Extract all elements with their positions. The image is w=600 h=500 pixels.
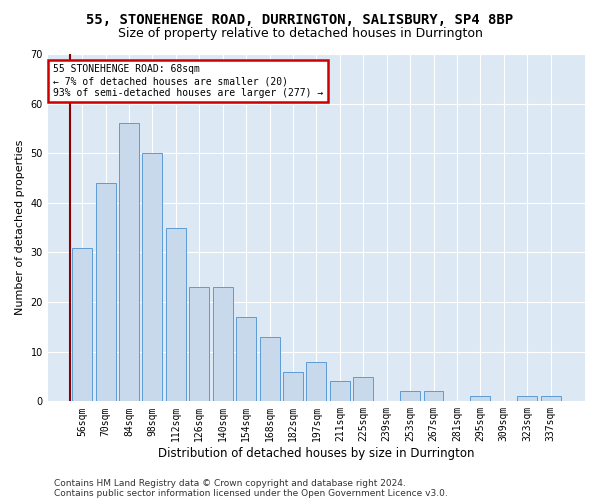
Text: Contains HM Land Registry data © Crown copyright and database right 2024.: Contains HM Land Registry data © Crown c…	[54, 478, 406, 488]
Bar	[166, 228, 186, 402]
Bar	[517, 396, 537, 402]
Bar	[142, 153, 163, 402]
Bar	[213, 287, 233, 402]
Bar	[424, 392, 443, 402]
Bar	[353, 376, 373, 402]
Text: Contains public sector information licensed under the Open Government Licence v3: Contains public sector information licen…	[54, 488, 448, 498]
Bar	[95, 183, 116, 402]
Bar	[330, 382, 350, 402]
Bar	[236, 317, 256, 402]
Bar	[190, 287, 209, 402]
Text: Size of property relative to detached houses in Durrington: Size of property relative to detached ho…	[118, 28, 482, 40]
Y-axis label: Number of detached properties: Number of detached properties	[15, 140, 25, 316]
Bar	[400, 392, 420, 402]
Bar	[119, 124, 139, 402]
Text: 55, STONEHENGE ROAD, DURRINGTON, SALISBURY, SP4 8BP: 55, STONEHENGE ROAD, DURRINGTON, SALISBU…	[86, 12, 514, 26]
X-axis label: Distribution of detached houses by size in Durrington: Distribution of detached houses by size …	[158, 447, 475, 460]
Bar	[541, 396, 560, 402]
Text: 55 STONEHENGE ROAD: 68sqm
← 7% of detached houses are smaller (20)
93% of semi-d: 55 STONEHENGE ROAD: 68sqm ← 7% of detach…	[53, 64, 323, 98]
Bar	[260, 337, 280, 402]
Bar	[307, 362, 326, 402]
Bar	[283, 372, 303, 402]
Bar	[470, 396, 490, 402]
Bar	[72, 248, 92, 402]
